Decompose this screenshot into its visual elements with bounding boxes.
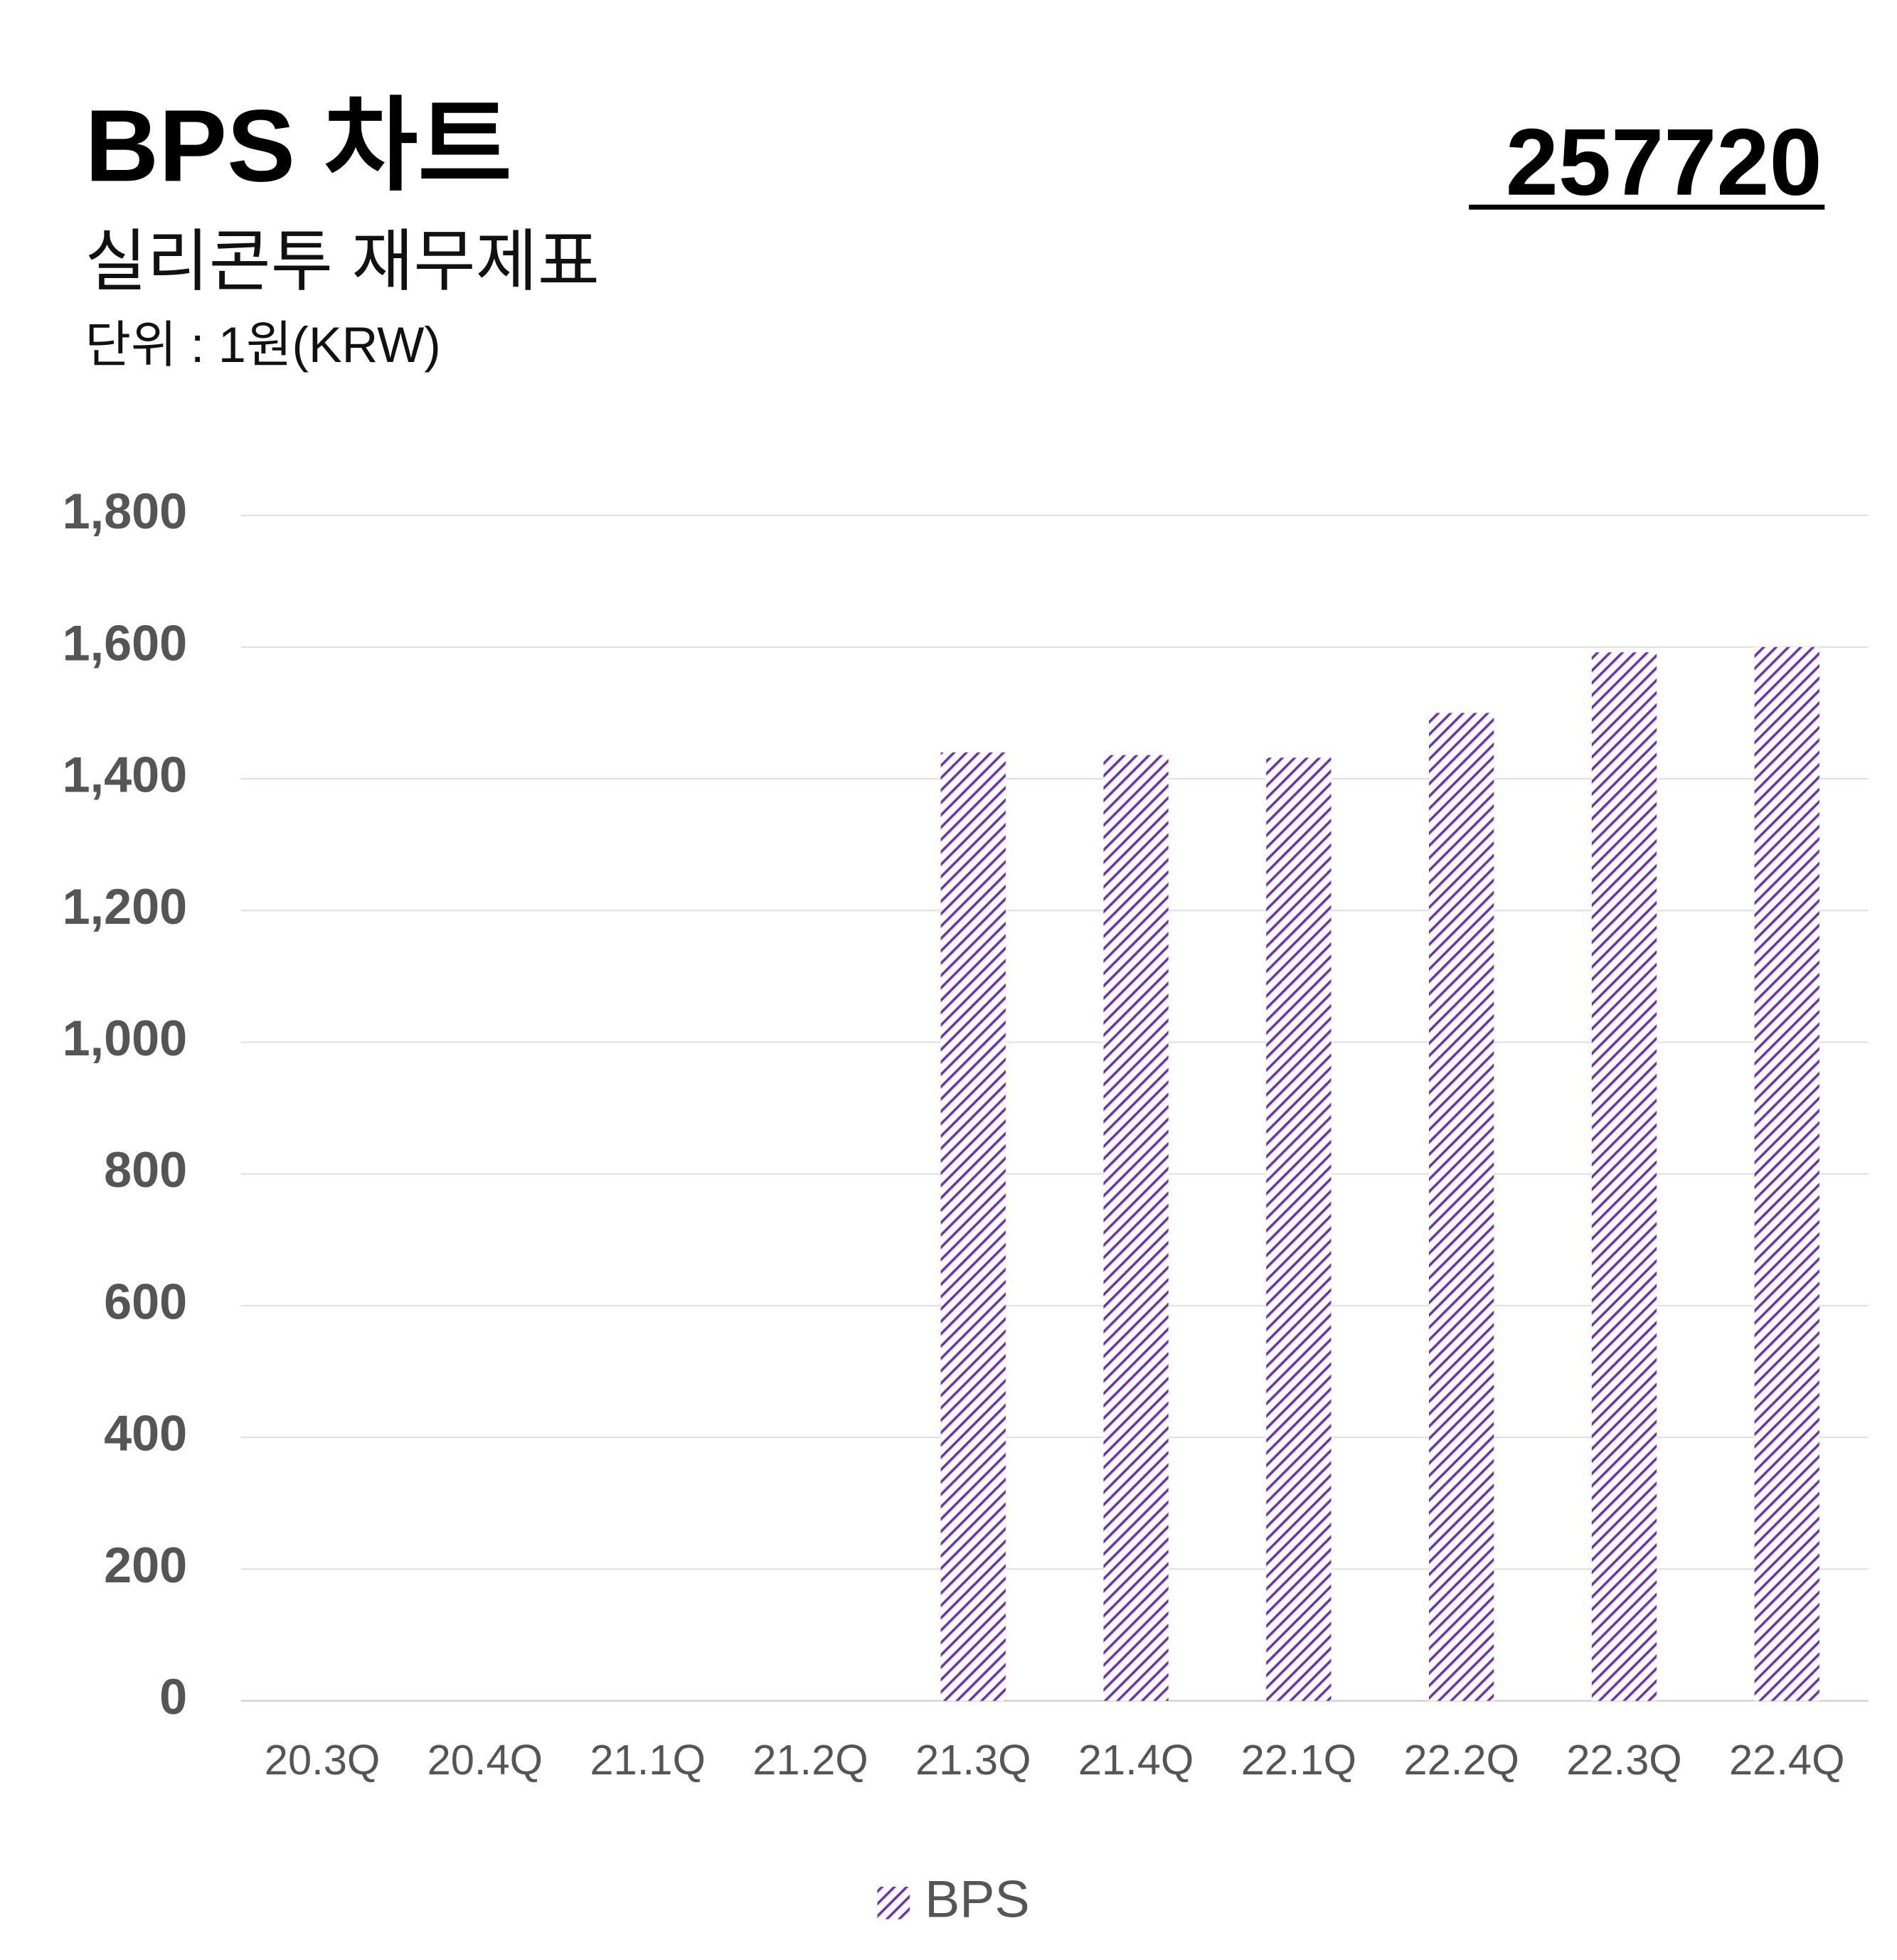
x-tick-label: 21.4Q [1078, 1736, 1194, 1784]
y-tick-label: 600 [104, 1273, 187, 1329]
y-tick-label: 1,600 [63, 614, 188, 671]
bar [1103, 755, 1169, 1701]
bar [1754, 646, 1819, 1701]
y-tick-label: 1,200 [63, 878, 188, 934]
stock-code: 257720 [1506, 110, 1822, 215]
chart-title: BPS 차트 [85, 89, 511, 203]
x-tick-label: 20.3Q [265, 1736, 380, 1784]
legend-swatch [877, 1886, 910, 1919]
y-tick-label: 1,400 [63, 747, 188, 803]
y-tick-label: 0 [159, 1668, 187, 1725]
bar [1591, 652, 1657, 1701]
x-tick-label: 21.3Q [915, 1736, 1031, 1784]
bar [1266, 757, 1332, 1701]
bar [940, 752, 1006, 1701]
bar [1429, 713, 1494, 1701]
chart-subtitle: 실리콘투 재무제표 [85, 224, 600, 299]
y-tick-label: 1,000 [63, 1010, 188, 1066]
y-tick-label: 200 [104, 1537, 187, 1593]
x-tick-label: 20.4Q [427, 1736, 543, 1784]
x-tick-label: 22.1Q [1241, 1736, 1356, 1784]
unit-label: 단위 : 1원(KRW) [85, 316, 440, 373]
legend-label: BPS [925, 1869, 1029, 1928]
y-tick-label: 800 [104, 1141, 187, 1198]
y-tick-label: 1,800 [63, 483, 188, 539]
y-tick-label: 400 [104, 1405, 187, 1461]
x-tick-label: 21.1Q [590, 1736, 705, 1784]
x-tick-label: 22.3Q [1566, 1736, 1681, 1784]
x-tick-label: 21.2Q [753, 1736, 868, 1784]
x-tick-label: 22.2Q [1403, 1736, 1519, 1784]
x-tick-label: 22.4Q [1729, 1736, 1844, 1784]
